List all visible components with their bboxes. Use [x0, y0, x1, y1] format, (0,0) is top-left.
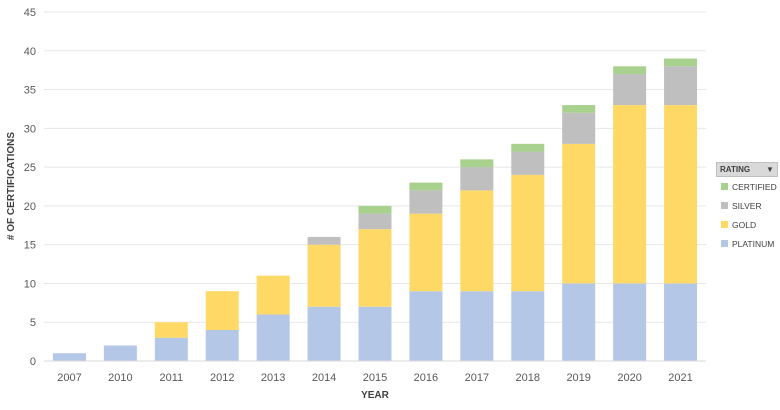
x-tick-label: 2015	[363, 372, 387, 384]
bar-segment-platinum-2016	[409, 291, 443, 361]
bar-segment-platinum-2015	[358, 306, 392, 361]
bar-segment-certified-2015	[358, 205, 392, 214]
bar-segment-silver-2016	[409, 190, 443, 214]
bar-segment-gold-2019	[562, 143, 596, 284]
y-tick-label: 35	[24, 85, 36, 97]
bar-segment-platinum-2014	[307, 306, 341, 361]
x-tick-label: 2013	[261, 372, 285, 384]
y-tick-label: 45	[24, 7, 36, 19]
y-tick-label: 5	[30, 317, 36, 329]
bar-segment-platinum-2011	[154, 337, 188, 361]
bar-segment-gold-2014	[307, 244, 341, 307]
bar-segment-gold-2020	[613, 105, 647, 284]
x-tick-label: 2011	[159, 372, 183, 384]
x-axis-title: YEAR	[361, 390, 390, 401]
legend-items: CERTIFIED SILVER GOLD PLATINUM	[716, 177, 778, 253]
bar-segment-platinum-2020	[613, 283, 647, 361]
x-tick-label: 2014	[312, 372, 336, 384]
bar-segment-gold-2013	[256, 275, 290, 315]
bar-segment-certified-2018	[511, 143, 545, 152]
y-tick-label: 30	[24, 123, 36, 135]
bar-segment-gold-2018	[511, 174, 545, 292]
x-tick-label: 2020	[617, 372, 641, 384]
bar-segment-certified-2016	[409, 182, 443, 191]
bar-segment-silver-2020	[613, 74, 647, 106]
y-tick-label: 20	[24, 201, 36, 213]
bar-segment-silver-2014	[307, 236, 341, 245]
bar-segment-gold-2021	[664, 105, 698, 284]
y-tick-label: 0	[30, 356, 36, 368]
bar-segment-silver-2017	[460, 167, 494, 191]
bar-segment-platinum-2021	[664, 283, 698, 361]
y-axis-ticks: 0 5 10 15 20 25 30 35 40 45	[24, 7, 36, 368]
legend-item-platinum[interactable]: PLATINUM	[716, 234, 778, 253]
bar-segment-platinum-2019	[562, 283, 596, 361]
y-tick-label: 40	[24, 46, 36, 58]
legend: RATING ▼ CERTIFIED SILVER GOLD PLATINUM	[716, 162, 778, 253]
bar-segment-silver-2015	[358, 213, 392, 230]
bar-segment-certified-2017	[460, 159, 494, 168]
x-tick-label: 2019	[566, 372, 590, 384]
bar-segment-platinum-2012	[205, 329, 239, 361]
bar-segment-platinum-2010	[103, 345, 137, 361]
bar-segment-gold-2015	[358, 229, 392, 307]
y-tick-label: 15	[24, 240, 36, 252]
bar-segment-certified-2020	[613, 66, 647, 75]
bar-segment-certified-2019	[562, 105, 596, 113]
x-tick-label: 2012	[210, 372, 234, 384]
bar-segment-silver-2018	[511, 151, 545, 175]
legend-swatch	[721, 240, 728, 247]
legend-swatch	[721, 221, 728, 228]
bar-segment-certified-2021	[664, 58, 698, 67]
y-axis-title: # OF CERTIFICATIONS	[6, 132, 17, 240]
legend-item-silver[interactable]: SILVER	[716, 196, 778, 215]
bar-segment-gold-2011	[154, 322, 188, 338]
x-tick-label: 2017	[465, 372, 489, 384]
y-tick-label: 10	[24, 278, 36, 290]
bar-segment-platinum-2007	[52, 353, 86, 361]
y-tick-label: 25	[24, 162, 36, 174]
legend-title: RATING	[720, 165, 751, 174]
bar-segment-gold-2017	[460, 190, 494, 292]
x-tick-label: 2010	[108, 372, 132, 384]
legend-header[interactable]: RATING ▼	[716, 162, 778, 177]
gridlines	[44, 11, 706, 323]
x-axis-ticks: 2007 2010 2011 2012 2013 2014 2015 2016 2017 2018…	[57, 372, 693, 384]
x-tick-label: 2018	[516, 372, 540, 384]
dropdown-arrow-icon[interactable]: ▼	[766, 165, 774, 174]
legend-label: CERTIFIED	[732, 181, 777, 192]
legend-label: PLATINUM	[732, 238, 775, 249]
bar-segment-silver-2019	[562, 112, 596, 144]
bar-segment-platinum-2013	[256, 314, 290, 361]
x-tick-label: 2021	[668, 372, 692, 384]
legend-swatch	[721, 202, 728, 209]
legend-label: SILVER	[732, 200, 762, 211]
bar-segment-gold-2016	[409, 213, 443, 292]
legend-item-certified[interactable]: CERTIFIED	[716, 177, 778, 196]
bar-segment-platinum-2018	[511, 291, 545, 361]
bar-segment-platinum-2017	[460, 291, 494, 361]
bar-segment-gold-2012	[205, 291, 239, 330]
legend-label: GOLD	[732, 219, 757, 230]
bars	[52, 58, 698, 361]
x-tick-label: 2007	[57, 372, 81, 384]
legend-item-gold[interactable]: GOLD	[716, 215, 778, 234]
x-tick-label: 2016	[414, 372, 438, 384]
bar-segment-silver-2021	[664, 66, 698, 106]
legend-swatch	[721, 183, 728, 190]
